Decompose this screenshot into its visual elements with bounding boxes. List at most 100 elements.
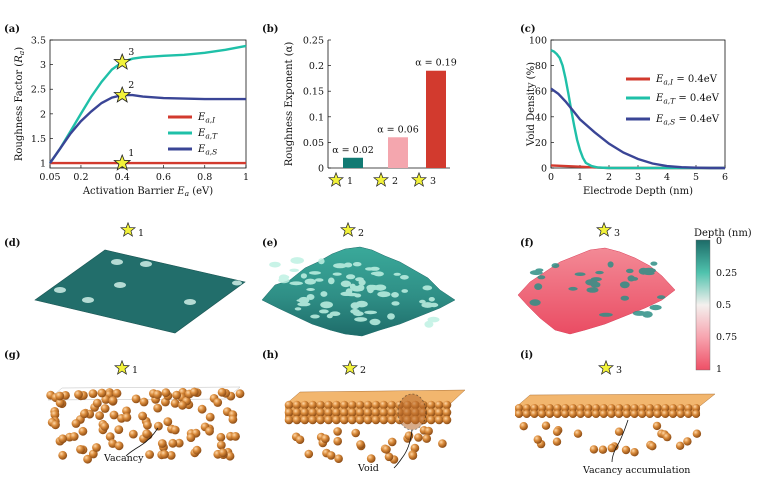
atom: [538, 410, 547, 418]
atom: [638, 404, 647, 412]
atom: [332, 400, 341, 410]
atom: [170, 399, 180, 408]
atom: [387, 437, 397, 447]
category-label: 3: [430, 176, 436, 187]
atom: [332, 408, 341, 417]
y-tick-label: 80: [535, 61, 547, 72]
atom: [101, 395, 111, 404]
atom: [355, 400, 365, 410]
atom: [607, 404, 616, 412]
colorbar-tick: 0.25: [716, 268, 737, 279]
bar-value-label: α = 0.06: [377, 124, 419, 135]
atom: [568, 410, 577, 418]
surface-peak: [427, 316, 440, 323]
atom: [692, 429, 702, 438]
surface-peak: [650, 261, 658, 266]
surface-peak: [314, 278, 324, 282]
atom: [218, 448, 228, 458]
atom: [669, 404, 677, 412]
atom: [515, 410, 523, 418]
surface-bumps: [54, 259, 242, 305]
atom: [138, 411, 148, 421]
colorbar-tick: 0.75: [716, 332, 737, 343]
star-label: 3: [616, 365, 622, 376]
atom: [109, 410, 119, 420]
atom: [371, 400, 381, 410]
void-outline: [397, 393, 427, 431]
atom: [292, 408, 302, 417]
surface-peak: [643, 271, 655, 276]
atom: [78, 426, 88, 436]
star-marker-icon: [328, 172, 344, 187]
x-tick-label: 4: [664, 172, 670, 183]
x-tick-label: 0.05: [39, 172, 60, 183]
atom: [308, 408, 318, 417]
atom: [58, 434, 68, 444]
atom: [515, 404, 523, 412]
atom: [592, 404, 600, 412]
atom: [235, 389, 245, 399]
surface-peak: [632, 310, 647, 316]
surface-peak: [340, 280, 352, 288]
series-line: [550, 49, 725, 170]
surface-peak: [401, 289, 409, 293]
atom: [371, 408, 381, 417]
atom: [545, 410, 554, 418]
atom: [139, 397, 149, 407]
y-tick-label: 0.25: [303, 36, 324, 47]
atom: [225, 451, 235, 461]
atom: [324, 408, 333, 417]
atoms-h: 2 Void: [284, 360, 466, 474]
atom: [316, 408, 325, 417]
atom: [300, 415, 310, 425]
surface-d: 1: [34, 222, 246, 334]
surface-peak: [350, 285, 364, 292]
atom: [598, 445, 608, 454]
annotation-vacancy: Vacancy: [103, 453, 144, 464]
atom: [645, 410, 654, 418]
surface-peak: [365, 267, 375, 271]
atom: [384, 452, 394, 462]
surface-peak: [306, 294, 315, 300]
surface-peak: [310, 314, 320, 319]
x-tick-label: 0.6: [156, 172, 171, 183]
atom: [363, 415, 373, 425]
panel-label-a: (a): [4, 24, 20, 35]
atom: [387, 408, 397, 417]
atom: [552, 427, 562, 436]
atom: [669, 410, 677, 418]
atom: [76, 445, 85, 454]
atom: [645, 404, 654, 412]
x-tick-label: 5: [693, 172, 699, 183]
star-marker-icon: [411, 172, 427, 187]
star-marker-icon: [340, 222, 356, 237]
atom: [442, 415, 452, 425]
atom: [541, 421, 551, 430]
atom: [366, 454, 376, 463]
atom: [422, 434, 432, 443]
atom: [387, 400, 397, 410]
atom: [363, 400, 373, 410]
surface-peak: [626, 268, 634, 274]
atom: [213, 398, 223, 407]
atom: [217, 387, 227, 397]
surface-peak: [333, 263, 347, 269]
atom: [340, 415, 349, 425]
atom: [189, 387, 199, 397]
atom: [88, 449, 98, 459]
surface-peak: [428, 297, 435, 302]
atom: [292, 400, 302, 410]
atom: [379, 400, 389, 410]
atom: [675, 441, 685, 450]
atom: [153, 403, 163, 413]
atom: [300, 408, 310, 417]
surface-peak: [289, 281, 304, 286]
star-marker-icon: [373, 172, 389, 187]
atom: [414, 433, 423, 442]
atom: [599, 410, 608, 418]
atom: [112, 388, 122, 398]
surface-peak: [369, 318, 381, 326]
x-tick-label: 0.4: [115, 172, 130, 183]
atom: [638, 410, 647, 418]
